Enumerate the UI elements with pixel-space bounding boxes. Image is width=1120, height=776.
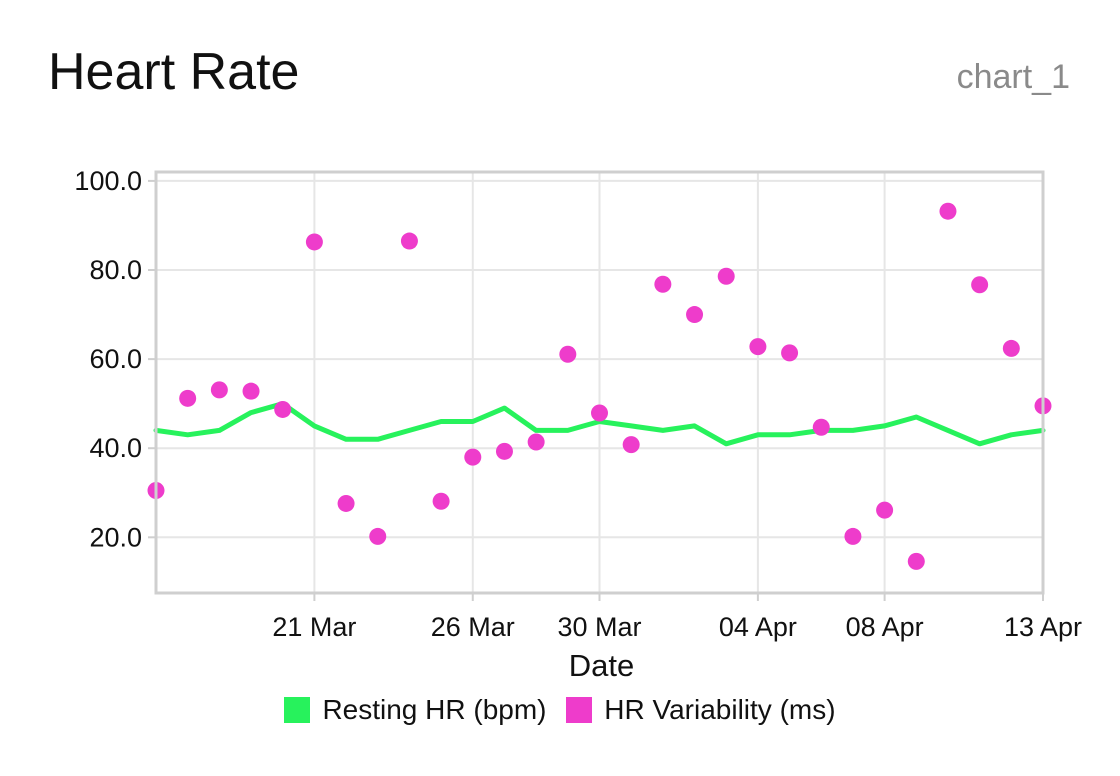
x-tick-label: 30 Mar bbox=[557, 612, 641, 642]
legend-label-hr-variability: HR Variability (ms) bbox=[604, 694, 836, 725]
legend-item-resting-hr: Resting HR (bpm) bbox=[284, 694, 547, 726]
y-tick-label: 80.0 bbox=[89, 255, 142, 285]
hrv-point bbox=[717, 267, 735, 285]
hrv-point bbox=[495, 442, 513, 460]
grid-layer bbox=[148, 172, 1044, 601]
y-tick-label: 60.0 bbox=[89, 344, 142, 374]
hrv-point bbox=[781, 344, 799, 362]
hrv-point bbox=[369, 527, 387, 545]
chart-title: Heart Rate bbox=[48, 43, 300, 101]
hrv-point bbox=[1002, 339, 1020, 357]
legend-item-hr-variability: HR Variability (ms) bbox=[566, 694, 836, 726]
hrv-point bbox=[210, 381, 228, 399]
hrv-point bbox=[527, 433, 545, 451]
x-tick-label: 04 Apr bbox=[719, 612, 797, 642]
hrv-point bbox=[749, 338, 767, 356]
hrv-point bbox=[907, 552, 925, 570]
hrv-point bbox=[876, 501, 894, 519]
x-tick-label: 13 Apr bbox=[1004, 612, 1082, 642]
hrv-point bbox=[812, 418, 830, 436]
hrv-point bbox=[654, 275, 672, 293]
x-tick-label: 21 Mar bbox=[272, 612, 356, 642]
legend-swatch-hr-variability bbox=[566, 697, 593, 723]
label-layer: 20.0 40.0 60.0 80.0 100.0 21 Mar 26 Mar 30 Mar 0… bbox=[74, 166, 1082, 642]
hrv-point bbox=[305, 233, 323, 251]
hrv-point bbox=[971, 276, 989, 294]
hrv-point bbox=[939, 202, 957, 220]
hrv-point bbox=[179, 389, 197, 407]
x-tick-label: 08 Apr bbox=[846, 612, 924, 642]
x-axis-title: Date bbox=[569, 648, 634, 683]
legend: Resting HR (bpm) HR Variability (ms) bbox=[0, 694, 1120, 730]
hrv-point bbox=[432, 492, 450, 510]
hrv-point bbox=[274, 400, 292, 418]
legend-label-resting-hr: Resting HR (bpm) bbox=[322, 694, 547, 725]
plot-frame bbox=[154, 170, 1045, 595]
hrv-point bbox=[464, 448, 482, 466]
hrv-point bbox=[686, 306, 704, 324]
hrv-point bbox=[844, 527, 862, 545]
hrv-point bbox=[559, 345, 577, 363]
hrv-point bbox=[400, 232, 418, 250]
hrv-point bbox=[337, 494, 355, 512]
y-tick-label: 100.0 bbox=[74, 166, 142, 196]
y-tick-label: 40.0 bbox=[89, 433, 142, 463]
hrv-point bbox=[242, 382, 260, 400]
hrv-point bbox=[591, 404, 608, 422]
data-layer bbox=[147, 202, 1052, 570]
chart-id-label: chart_1 bbox=[956, 58, 1070, 96]
x-tick-label: 26 Mar bbox=[431, 612, 515, 642]
legend-swatch-resting-hr bbox=[284, 697, 311, 723]
y-tick-label: 20.0 bbox=[89, 522, 142, 552]
hrv-point bbox=[622, 436, 640, 454]
